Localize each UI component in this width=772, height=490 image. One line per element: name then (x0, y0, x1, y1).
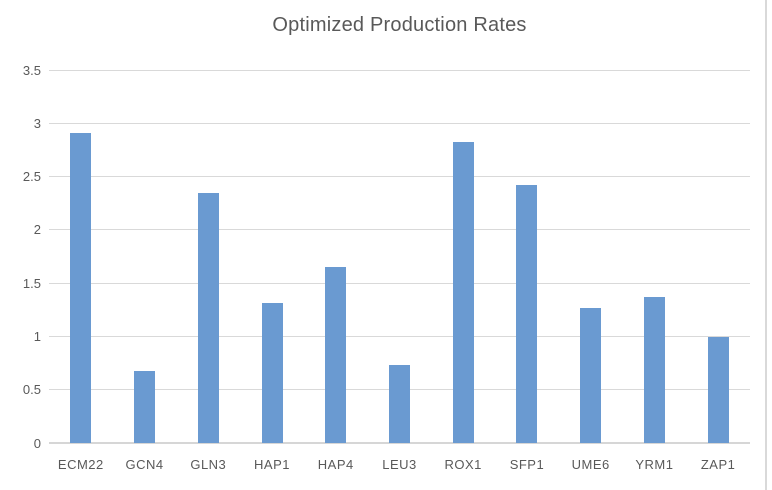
gridline-1 (49, 335, 750, 337)
plot-area (49, 69, 750, 444)
x-tick-label-HAP1: HAP1 (254, 457, 291, 472)
y-tick-label-2.5: 2.5 (22, 169, 41, 185)
gridline-2 (49, 229, 750, 231)
bar-HAP4 (325, 267, 347, 443)
bar-UME6 (580, 307, 602, 443)
y-tick-label-0: 0 (33, 435, 41, 451)
x-tick-label-HAP4: HAP4 (317, 457, 354, 472)
bar-HAP1 (261, 303, 283, 443)
gridline-3 (49, 122, 750, 124)
gridline-2.5 (49, 176, 750, 178)
x-tick-label-ROX1: ROX1 (444, 457, 482, 472)
y-tick-label-3: 3 (33, 115, 41, 131)
y-tick-label-3.5: 3.5 (22, 62, 41, 78)
gridline-1.5 (49, 282, 750, 284)
x-tick-label-GLN3: GLN3 (190, 457, 227, 472)
x-tick-label-UME6: UME6 (571, 457, 610, 472)
bar-GCN4 (134, 370, 156, 443)
bar-LEU3 (389, 365, 410, 443)
gridline-3.5 (49, 69, 750, 71)
y-tick-label-1: 1 (33, 328, 41, 344)
x-tick-label-YRM1: YRM1 (635, 457, 674, 472)
x-tick-label-SFP1: SFP1 (509, 457, 545, 472)
y-tick-label-1.5: 1.5 (22, 275, 41, 291)
bar-ROX1 (452, 142, 474, 443)
bar-YRM1 (643, 296, 665, 443)
chart-title: Optimized Production Rates (272, 14, 527, 36)
bar-ECM22 (70, 132, 92, 443)
chart-frame-right-border (765, 0, 767, 490)
bar-SFP1 (516, 185, 538, 443)
x-tick-label-LEU3: LEU3 (382, 457, 417, 472)
bar-ZAP1 (707, 337, 729, 443)
bar-GLN3 (197, 192, 219, 443)
y-tick-label-2: 2 (33, 222, 41, 238)
x-axis-line (49, 442, 750, 444)
y-tick-label-0.5: 0.5 (22, 382, 41, 398)
x-tick-label-ZAP1: ZAP1 (700, 457, 736, 472)
x-tick-label-GCN4: GCN4 (125, 457, 164, 472)
x-tick-label-ECM22: ECM22 (57, 457, 104, 472)
